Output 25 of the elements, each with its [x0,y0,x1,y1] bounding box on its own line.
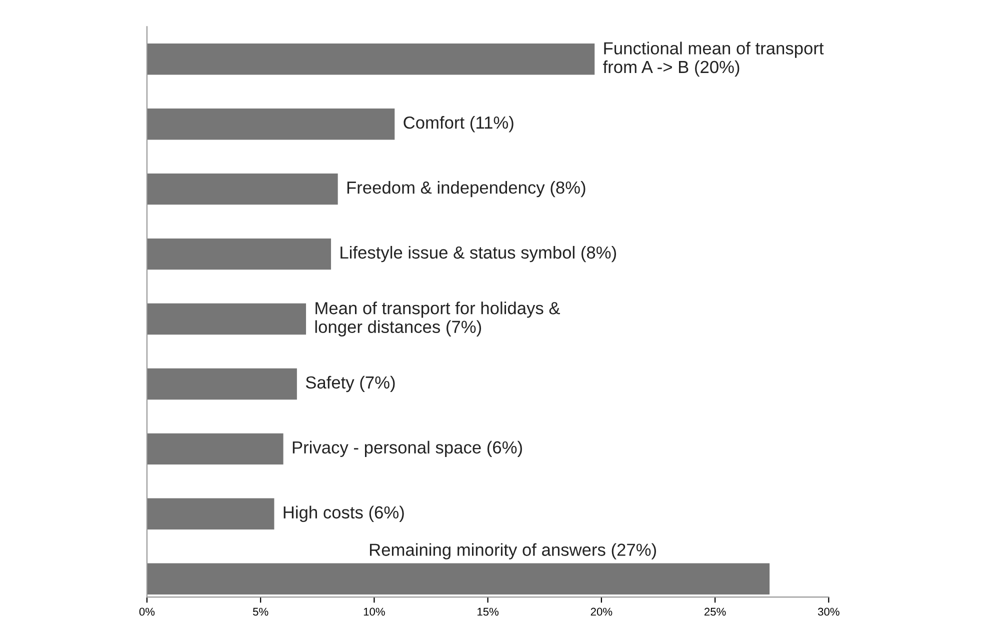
data-label: Comfort (11%) [404,116,514,132]
data-label: Lifestyle issue & status symbol (8%) [340,246,616,262]
x-tick-label: 25% [704,608,726,616]
data-label: Safety (7%) [306,376,395,392]
bar [146,368,297,400]
data-label: Freedom & independency (8%) [347,180,586,198]
data-label: Mean of transport for holidays & longer distances (7%) [315,302,560,336]
bar [146,498,274,530]
bar [146,238,332,270]
bar [146,108,395,140]
data-label: High costs (6%) [284,506,404,522]
x-tick-label: 10% [364,608,385,616]
data-label: Functional mean of transport from A -> B (20%) [603,42,824,77]
data-label: Privacy - personal space (6%) [292,440,522,458]
bar [146,433,284,465]
data-label: Remaining minority of answers (27%) [370,543,656,560]
x-tick-label: 5% [252,608,268,616]
x-tick-label: 30% [818,608,840,616]
x-tick-label: 15% [478,608,499,616]
bar [146,173,338,205]
bar [146,44,595,75]
x-tick-label: 20% [590,608,612,616]
x-tick-label: 0% [139,608,155,616]
bar [146,303,306,335]
bar [146,563,770,594]
